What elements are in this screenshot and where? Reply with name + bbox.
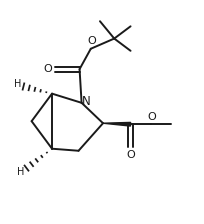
Text: O: O <box>148 112 156 122</box>
Text: H: H <box>17 167 24 177</box>
Text: O: O <box>88 36 96 46</box>
Text: N: N <box>82 95 90 108</box>
Text: O: O <box>43 64 52 74</box>
Polygon shape <box>103 122 131 126</box>
Text: H: H <box>14 80 21 89</box>
Text: O: O <box>126 150 135 160</box>
